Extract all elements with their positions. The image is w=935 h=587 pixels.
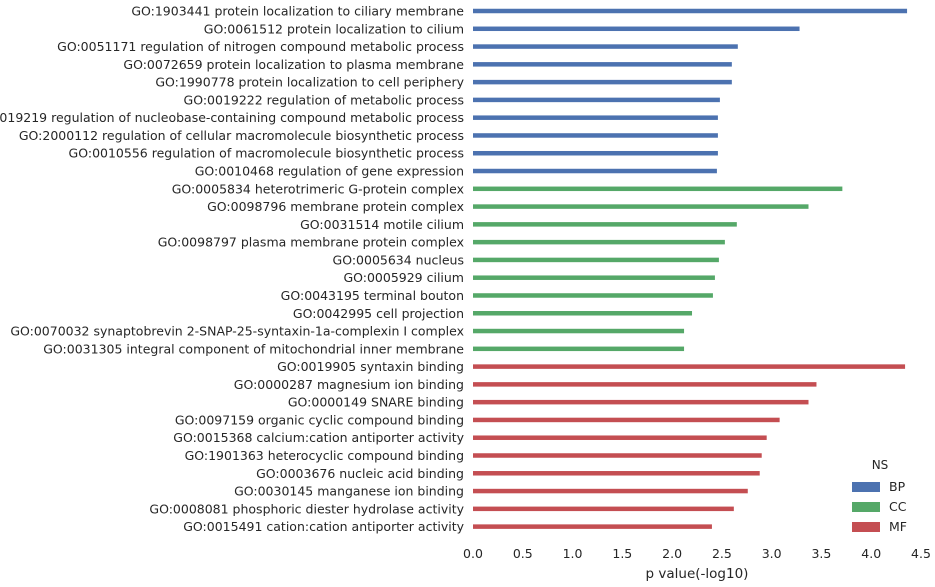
bar-10 [473,186,843,192]
x-tick-label-2: 1.0 [563,546,583,561]
category-labels: GO:1903441 protein localization to cilia… [0,4,465,535]
category-label-15: GO:0005929 cilium [343,270,464,285]
category-label-27: GO:0030145 manganese ion binding [234,484,464,499]
legend-swatch-bp [852,482,880,492]
category-label-21: GO:0000287 magnesium ion binding [234,377,464,392]
legend: NS BP CC MF [852,458,907,534]
bar-16 [473,293,713,298]
category-label-24: GO:0015368 calcium:cation antiporter act… [173,430,464,445]
category-label-3: GO:0072659 protein localization to plasm… [123,57,464,72]
bars [473,8,908,529]
bar-11 [473,204,809,209]
bar-22 [473,399,809,405]
bar-13 [473,239,725,245]
category-label-9: GO:0010468 regulation of gene expression [195,164,464,179]
x-tick-label-9: 4.5 [911,546,931,561]
bar-25 [473,453,762,458]
category-label-11: GO:0098796 membrane protein complex [207,199,464,214]
category-label-25: GO:1901363 heterocyclic compound binding [185,448,464,463]
bar-17 [473,311,693,316]
bar-4 [473,79,732,85]
x-tick-label-3: 1.5 [612,546,632,561]
bar-0 [473,8,908,14]
x-tick-label-0: 0.0 [463,546,483,561]
bar-28 [473,506,734,512]
legend-label-cc: CC [889,499,907,514]
category-label-8: GO:0010556 regulation of macromolecule b… [69,146,464,161]
category-label-10: GO:0005834 heterotrimeric G-protein comp… [172,181,464,196]
legend-title: NS [872,458,889,472]
x-axis: 0.0 0.5 1.0 1.5 2.0 2.5 3.0 3.5 4.0 4.5 [463,546,931,561]
category-label-4: GO:1990778 protein localization to cell … [155,75,464,90]
legend-swatch-cc [852,502,880,512]
category-label-29: GO:0015491 cation:cation antiporter acti… [183,519,464,534]
x-tick-label-6: 3.0 [762,546,782,561]
legend-label-mf: MF [889,519,907,534]
bar-14 [473,257,719,263]
category-label-18: GO:0070032 synaptobrevin 2-SNAP-25-synta… [10,324,464,339]
category-label-17: GO:0042995 cell projection [293,306,464,321]
category-label-22: GO:0000149 SNARE binding [288,395,464,410]
bar-19 [473,346,685,352]
x-tick-label-4: 2.0 [662,546,682,561]
bar-5 [473,97,720,103]
bar-2 [473,44,738,49]
bar-12 [473,222,737,227]
legend-label-bp: BP [889,479,906,494]
category-label-7: GO:2000112 regulation of cellular macrom… [19,128,464,143]
category-label-0: GO:1903441 protein localization to cilia… [131,4,464,19]
bar-15 [473,275,715,280]
category-label-20: GO:0019905 syntaxin binding [277,359,464,374]
category-label-16: GO:0043195 terminal bouton [281,288,464,303]
bar-7 [473,133,718,138]
bar-18 [473,328,685,334]
category-label-28: GO:0008081 phosphoric diester hydrolase … [149,501,464,516]
x-tick-label-1: 0.5 [513,546,533,561]
category-label-23: GO:0097159 organic cyclic compound bindi… [175,412,464,427]
bar-8 [473,150,718,156]
category-label-12: GO:0031514 motile cilium [300,217,464,232]
bar-26 [473,471,760,476]
x-axis-title: p value(-log10) [646,566,749,582]
category-label-13: GO:0098797 plasma membrane protein compl… [158,235,464,250]
category-label-19: GO:0031305 integral component of mitocho… [43,341,464,356]
bar-29 [473,524,712,529]
x-tick-label-7: 3.5 [811,546,831,561]
bar-27 [473,488,748,494]
category-label-1: GO:0061512 protein localization to ciliu… [204,21,464,36]
bar-24 [473,435,767,440]
bar-3 [473,62,732,67]
category-label-5: GO:0019222 regulation of metabolic proce… [184,92,464,107]
bar-6 [473,115,718,120]
x-tick-label-8: 4.0 [861,546,881,561]
bar-1 [473,26,800,32]
bar-20 [473,364,906,369]
bar-23 [473,417,780,423]
x-tick-label-5: 2.5 [712,546,732,561]
category-label-26: GO:0003676 nucleic acid binding [256,466,464,481]
bar-9 [473,168,717,174]
category-label-6: GO:0019219 regulation of nucleobase-cont… [0,110,464,125]
legend-swatch-mf [852,522,880,532]
category-label-14: GO:0005634 nucleus [333,252,464,267]
category-label-2: GO:0051171 regulation of nitrogen compou… [57,39,464,54]
bar-21 [473,382,817,387]
